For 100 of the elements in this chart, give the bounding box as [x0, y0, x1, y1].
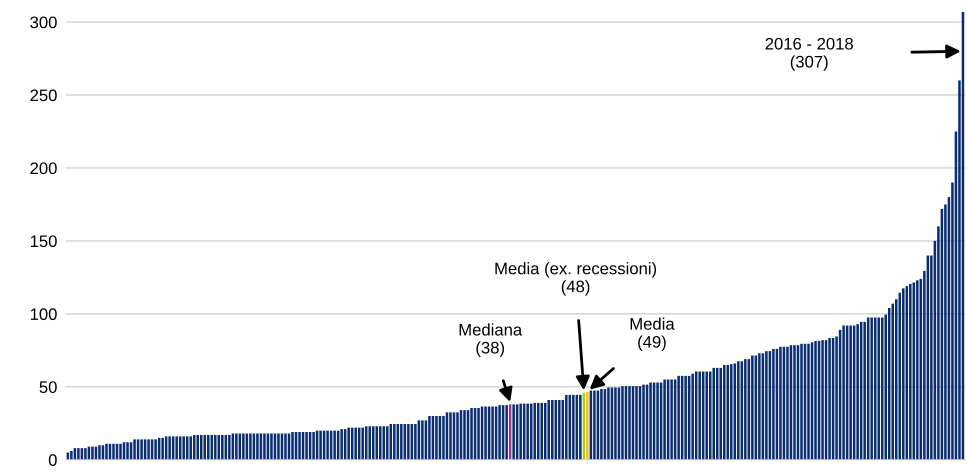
y-tick-label: 0	[48, 454, 57, 466]
bar	[807, 344, 810, 460]
bar	[358, 428, 360, 460]
bar	[635, 386, 638, 460]
bar	[84, 448, 87, 460]
bar	[302, 432, 304, 460]
bar	[547, 400, 550, 460]
bar	[270, 434, 273, 460]
bar	[628, 386, 631, 460]
bar	[502, 405, 504, 460]
bar	[133, 439, 136, 460]
bar	[828, 338, 831, 460]
bar	[906, 286, 908, 460]
bar	[793, 345, 796, 460]
bar	[98, 445, 101, 460]
bar	[291, 432, 294, 460]
bar	[330, 430, 332, 460]
y-tick-label: 50	[40, 381, 57, 394]
bar	[442, 416, 445, 460]
bar	[158, 438, 160, 460]
bar	[393, 424, 396, 460]
bar	[350, 428, 354, 460]
bar	[221, 434, 224, 460]
y-tick-label: 300	[30, 16, 57, 28]
bar	[590, 390, 592, 460]
bar	[161, 438, 164, 460]
bar	[748, 359, 750, 460]
bar	[112, 444, 115, 460]
bar	[860, 322, 862, 460]
bar	[856, 324, 859, 460]
bar	[786, 346, 789, 460]
bar	[319, 430, 322, 460]
bar	[396, 424, 400, 460]
bar	[400, 424, 403, 460]
annotation: Media (49)	[630, 318, 675, 352]
bar	[551, 400, 554, 460]
bar	[284, 434, 287, 460]
y-tick-label: 150	[30, 235, 57, 248]
bar	[652, 382, 656, 460]
bar	[368, 426, 371, 460]
bar	[734, 363, 736, 460]
bar	[758, 353, 761, 460]
bar	[818, 340, 820, 460]
bar	[182, 436, 185, 460]
bar	[280, 434, 284, 460]
bar	[136, 439, 140, 460]
bar	[579, 394, 582, 460]
bar	[116, 444, 118, 460]
bar	[246, 434, 248, 460]
bar	[336, 430, 340, 460]
bar	[586, 392, 589, 460]
bar	[108, 444, 112, 460]
bar	[842, 326, 845, 460]
bar	[172, 436, 174, 460]
bar	[438, 416, 442, 460]
bar	[203, 434, 206, 460]
bar	[838, 330, 842, 460]
bar	[621, 386, 624, 460]
bar	[582, 392, 586, 460]
bar	[147, 439, 150, 460]
bar	[688, 376, 690, 460]
bar	[452, 412, 456, 460]
bar	[804, 344, 806, 460]
bar	[554, 400, 558, 460]
bar	[866, 318, 870, 460]
bar	[354, 428, 357, 460]
bar	[765, 351, 768, 460]
bar	[660, 382, 662, 460]
bar	[375, 426, 378, 460]
bar	[474, 408, 476, 460]
bar	[119, 444, 122, 460]
bar	[902, 288, 905, 460]
bar	[480, 406, 484, 460]
bar	[386, 426, 389, 460]
bar	[962, 12, 964, 460]
bar	[274, 434, 276, 460]
bar	[670, 380, 673, 460]
bar	[863, 322, 866, 460]
bar	[691, 374, 694, 460]
bar	[824, 340, 828, 460]
bar	[224, 434, 228, 460]
bar	[912, 282, 916, 460]
bar	[256, 434, 259, 460]
bar	[544, 402, 547, 460]
bar	[186, 436, 188, 460]
bar	[340, 429, 343, 460]
bar	[610, 388, 614, 460]
bar	[909, 284, 912, 460]
bar	[232, 434, 234, 460]
bar	[260, 434, 262, 460]
bar	[618, 388, 620, 460]
bar	[263, 434, 266, 460]
bar	[512, 404, 515, 460]
bar	[508, 404, 512, 460]
bar	[322, 430, 326, 460]
bar	[684, 376, 687, 460]
bar	[754, 355, 758, 460]
bar	[705, 372, 708, 460]
bar	[846, 326, 848, 460]
bar	[832, 338, 834, 460]
